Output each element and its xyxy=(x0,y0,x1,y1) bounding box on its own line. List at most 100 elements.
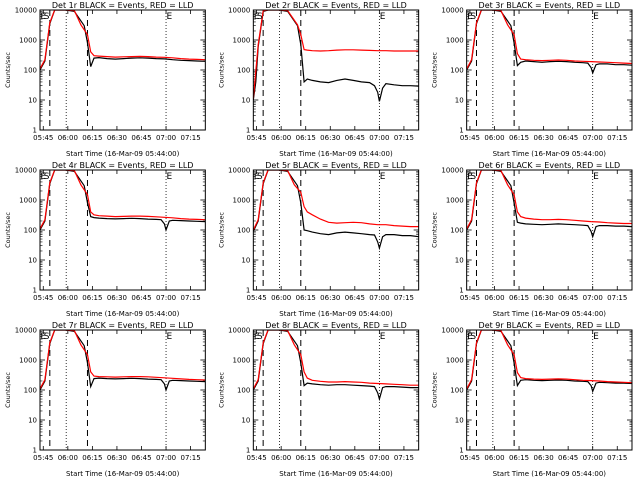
chart-title: Det 1r BLACK = Events, RED = LLD xyxy=(52,1,194,10)
chart-panel-3: Det 3r BLACK = Events, RED = LLD Start Ti… xyxy=(431,1,633,158)
x-tick-label: 07:15 xyxy=(607,454,627,462)
y-tick-label: 1000 xyxy=(233,197,251,205)
y-tick-label: 100 xyxy=(450,387,463,395)
interval-marker-label: E xyxy=(593,332,599,342)
y-tick-label: 1 xyxy=(33,287,37,295)
x-tick-label: 06:15 xyxy=(509,134,529,142)
x-axis-label: Start Time (16-Mar-09 05:44:00) xyxy=(493,470,607,478)
interval-marker-label: E xyxy=(40,172,46,182)
y-tick-label: 10 xyxy=(28,257,37,265)
y-axis-label: Counts/sec xyxy=(217,212,225,248)
y-axis-label: Counts/sec xyxy=(4,372,12,408)
y-tick-label: 1000 xyxy=(233,357,251,365)
interval-marker-label: E xyxy=(380,332,386,342)
y-tick-label: 10 xyxy=(241,417,250,425)
y-tick-label: 100 xyxy=(237,67,250,75)
interval-marker-label: E xyxy=(254,12,260,22)
y-tick-label: 100 xyxy=(450,67,463,75)
y-tick-label: 100 xyxy=(450,227,463,235)
interval-marker-label: E xyxy=(380,12,386,22)
x-tick-label: 06:45 xyxy=(131,454,151,462)
x-tick-label: 06:30 xyxy=(107,134,127,142)
x-tick-label: 06:30 xyxy=(320,294,340,302)
interval-marker-label: S xyxy=(44,172,50,182)
y-tick-label: 100 xyxy=(237,387,250,395)
y-tick-label: 10000 xyxy=(441,7,463,15)
plot-frame xyxy=(252,9,420,131)
events-series-line xyxy=(40,330,206,393)
x-tick-label: 07:00 xyxy=(583,454,603,462)
interval-marker-label: E xyxy=(593,12,599,22)
interval-marker-label: E xyxy=(467,12,473,22)
chart-panel-6: Det 6r BLACK = Events, RED = LLD Start Ti… xyxy=(431,161,633,318)
x-tick-label: 07:15 xyxy=(394,134,414,142)
events-series-line xyxy=(466,170,632,239)
chart-title: Det 8r BLACK = Events, RED = LLD xyxy=(265,321,407,330)
chart-panel-8: Det 8r BLACK = Events, RED = LLD Start Ti… xyxy=(217,321,420,478)
x-tick-label: 06:45 xyxy=(131,134,151,142)
x-tick-label: 07:15 xyxy=(607,134,627,142)
x-tick-label: 05:45 xyxy=(247,454,267,462)
y-axis-label: Counts/sec xyxy=(4,212,12,248)
y-axis-label: Counts/sec xyxy=(431,52,439,88)
y-tick-label: 1 xyxy=(459,127,463,135)
plot-frame xyxy=(39,329,206,451)
x-tick-label: 06:45 xyxy=(345,134,365,142)
interval-marker-label: S xyxy=(470,12,476,22)
y-tick-label: 10000 xyxy=(228,327,250,335)
y-tick-label: 1 xyxy=(459,447,463,455)
interval-marker-label: S xyxy=(257,12,263,22)
x-tick-label: 06:15 xyxy=(296,454,316,462)
x-tick-label: 05:45 xyxy=(460,134,480,142)
x-tick-label: 05:45 xyxy=(460,294,480,302)
y-axis-label: Counts/sec xyxy=(217,372,225,408)
y-tick-label: 1 xyxy=(246,127,250,135)
interval-marker-label: S xyxy=(470,332,476,342)
x-tick-label: 06:00 xyxy=(58,454,78,462)
x-tick-label: 06:30 xyxy=(534,454,554,462)
x-tick-label: 06:30 xyxy=(107,454,127,462)
x-tick-label: 06:45 xyxy=(558,294,578,302)
y-tick-label: 1000 xyxy=(233,37,251,45)
y-tick-label: 10000 xyxy=(441,327,463,335)
y-tick-label: 100 xyxy=(24,227,37,235)
chart-panel-4: Det 4r BLACK = Events, RED = LLD Start Ti… xyxy=(4,161,206,318)
x-tick-label: 06:30 xyxy=(534,134,554,142)
x-tick-label: 06:45 xyxy=(558,134,578,142)
x-axis-label: Start Time (16-Mar-09 05:44:00) xyxy=(493,150,607,158)
x-tick-label: 07:00 xyxy=(369,454,389,462)
x-axis-label: Start Time (16-Mar-09 05:44:00) xyxy=(66,310,180,318)
events-series-line xyxy=(466,10,632,75)
interval-marker-label: E xyxy=(166,332,172,342)
x-tick-label: 06:00 xyxy=(484,134,504,142)
y-tick-label: 10 xyxy=(455,97,464,105)
chart-title: Det 9r BLACK = Events, RED = LLD xyxy=(479,321,621,330)
lld-series-line xyxy=(253,10,419,99)
x-tick-label: 05:45 xyxy=(33,134,53,142)
x-tick-label: 06:00 xyxy=(58,134,78,142)
chart-title: Det 6r BLACK = Events, RED = LLD xyxy=(479,161,621,170)
interval-marker-label: E xyxy=(254,332,260,342)
y-tick-label: 10 xyxy=(455,257,464,265)
x-axis-label: Start Time (16-Mar-09 05:44:00) xyxy=(279,310,393,318)
lld-series-line xyxy=(253,330,419,390)
x-tick-label: 06:30 xyxy=(320,454,340,462)
lld-series-line xyxy=(466,10,632,70)
plot-frame xyxy=(466,9,633,131)
events-series-line xyxy=(40,170,206,233)
y-axis-label: Counts/sec xyxy=(431,372,439,408)
x-tick-label: 06:15 xyxy=(296,294,316,302)
y-tick-label: 1000 xyxy=(446,357,464,365)
interval-marker-label: E xyxy=(254,172,260,182)
x-tick-label: 06:15 xyxy=(82,454,102,462)
x-tick-label: 06:00 xyxy=(271,134,291,142)
x-tick-label: 06:15 xyxy=(509,454,529,462)
y-tick-label: 100 xyxy=(24,387,37,395)
y-tick-label: 10 xyxy=(28,417,37,425)
x-tick-label: 06:00 xyxy=(271,294,291,302)
interval-marker-label: E xyxy=(166,12,172,22)
x-tick-label: 06:45 xyxy=(345,294,365,302)
x-tick-label: 06:00 xyxy=(58,294,78,302)
x-tick-label: 06:30 xyxy=(320,134,340,142)
